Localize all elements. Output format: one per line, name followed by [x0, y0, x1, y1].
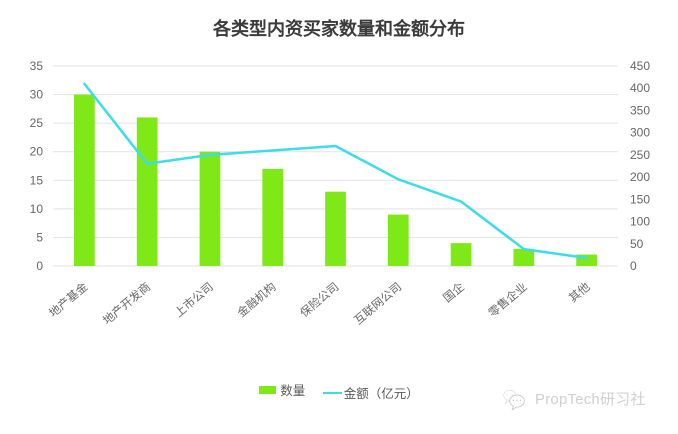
svg-text:400: 400	[630, 81, 650, 95]
svg-text:金融机构: 金融机构	[234, 280, 278, 320]
svg-text:300: 300	[630, 126, 650, 140]
svg-text:互联网公司: 互联网公司	[351, 280, 404, 328]
svg-text:100: 100	[630, 215, 650, 229]
svg-text:5: 5	[36, 230, 43, 244]
svg-text:15: 15	[30, 173, 44, 187]
svg-text:35: 35	[30, 59, 44, 73]
svg-text:零售企业: 零售企业	[486, 280, 530, 320]
svg-text:0: 0	[630, 259, 637, 273]
svg-text:其他: 其他	[567, 280, 593, 305]
svg-text:上市公司: 上市公司	[172, 280, 216, 320]
svg-text:10: 10	[30, 202, 44, 216]
svg-text:200: 200	[630, 170, 650, 184]
svg-text:50: 50	[630, 237, 644, 251]
svg-text:25: 25	[30, 116, 44, 130]
svg-text:国企: 国企	[440, 279, 467, 305]
svg-text:地产基金: 地产基金	[46, 279, 91, 320]
svg-text:350: 350	[630, 103, 650, 117]
svg-text:450: 450	[630, 59, 650, 73]
svg-text:0: 0	[36, 259, 43, 273]
svg-text:20: 20	[30, 145, 44, 159]
svg-text:地产开发商: 地产开发商	[100, 280, 153, 328]
svg-text:250: 250	[630, 148, 650, 162]
svg-text:30: 30	[30, 88, 44, 102]
svg-text:保险公司: 保险公司	[297, 280, 341, 320]
svg-text:150: 150	[630, 192, 650, 206]
